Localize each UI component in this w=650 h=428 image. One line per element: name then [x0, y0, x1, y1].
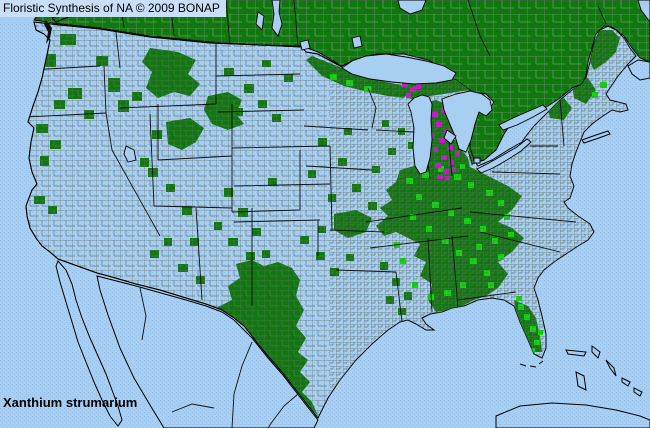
puget-sound [44, 20, 52, 44]
florida-keys [519, 360, 544, 368]
absent-regions [55, 260, 650, 428]
lake-of-the-woods [299, 39, 311, 51]
lake-huron [441, 90, 493, 153]
lake-superior [341, 53, 457, 85]
gulf-of-st-lawrence [637, 0, 650, 23]
lake-nipigon [351, 35, 363, 49]
cuba-island [495, 402, 650, 428]
map-title-box: Floristic Synthesis of NA © 2009 BONAP [0, 0, 226, 17]
great-salt-lake [123, 145, 137, 163]
saginaw-bay [443, 129, 457, 145]
species-name-label: Xanthium strumarium [3, 395, 138, 410]
long-island [581, 130, 611, 144]
mexico-state-borders [139, 287, 299, 428]
baja-california [55, 260, 123, 427]
lake-winnipeg [271, 0, 283, 37]
great-lakes [123, 0, 650, 175]
bahamas-islands [565, 345, 643, 397]
us-coast-outline [25, 21, 343, 419]
map-title: Floristic Synthesis of NA © 2009 BONAP [3, 1, 220, 15]
state-borders [26, 31, 577, 323]
mexico-mainland [96, 275, 319, 428]
lake-manitoba [255, 11, 265, 31]
lake-michigan [407, 94, 433, 175]
lake-erie [476, 138, 532, 174]
nova-scotia [627, 59, 650, 81]
lake-st-clair [473, 157, 481, 164]
lake-ontario [498, 104, 548, 131]
james-bay [397, 0, 427, 15]
